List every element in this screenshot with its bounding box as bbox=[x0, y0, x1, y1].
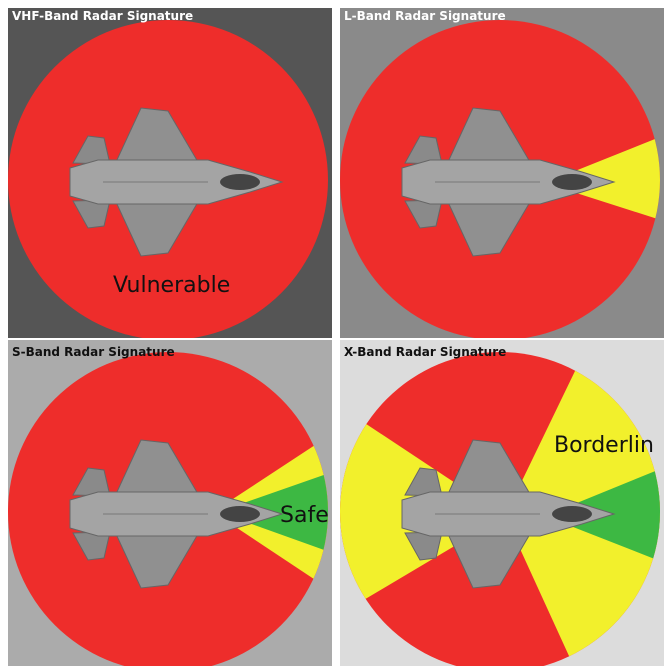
panel-title: S-Band Radar Signature bbox=[12, 345, 175, 359]
zone-label: Vulnerable bbox=[113, 273, 230, 298]
panel-title: X-Band Radar Signature bbox=[344, 345, 506, 359]
panel: S-Band Radar Signature Safe bbox=[8, 340, 332, 666]
borderline-sector bbox=[545, 133, 660, 223]
panel-title: VHF-Band Radar Signature bbox=[12, 9, 193, 23]
panel: L-Band Radar Signature bbox=[340, 8, 664, 338]
zone-label: Safe bbox=[280, 503, 329, 528]
panel: VHF-Band Radar Signature Vulnerable bbox=[8, 8, 332, 338]
zone-label: Borderlin bbox=[554, 433, 654, 458]
panel: X-Band Radar Signature Borderlin bbox=[340, 340, 664, 666]
panel-title: L-Band Radar Signature bbox=[344, 9, 506, 23]
